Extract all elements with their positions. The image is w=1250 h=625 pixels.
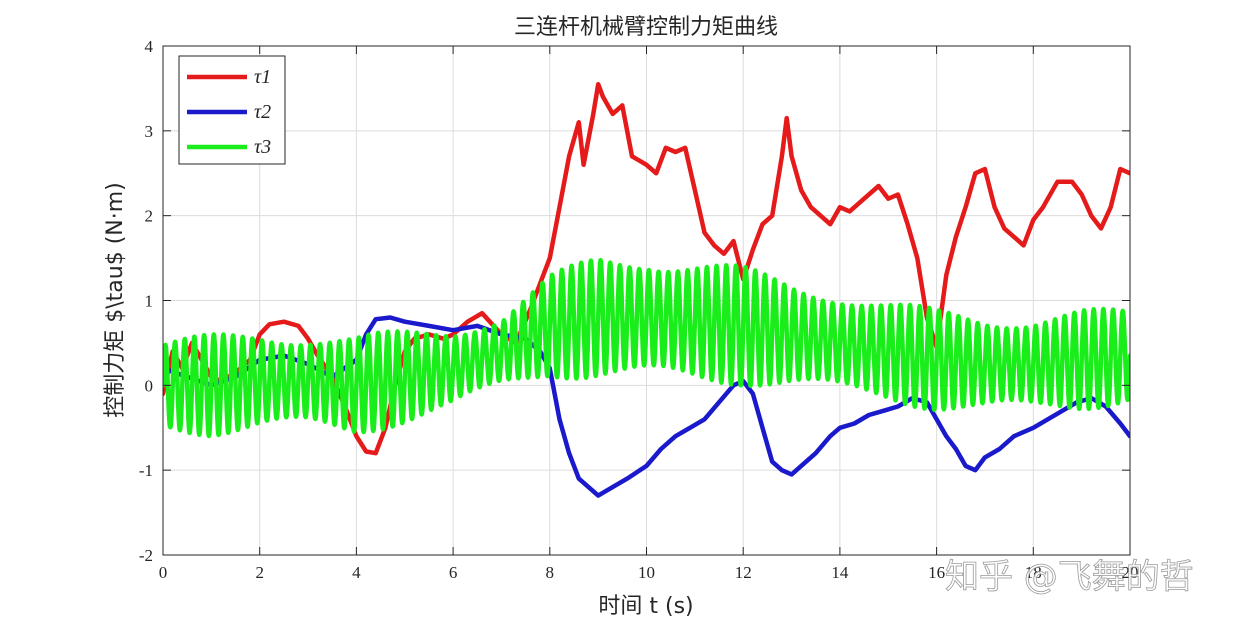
series-tau3-line	[163, 257, 1130, 439]
y-tick-label: 2	[145, 207, 154, 226]
legend-label-tau1: τ1	[254, 66, 271, 88]
y-tick-label: 1	[145, 292, 154, 311]
x-axis-label: 时间 t (s)	[598, 594, 693, 619]
y-tick-label: 0	[145, 376, 154, 395]
y-tick-label: 3	[145, 122, 154, 141]
watermark: 知乎 @飞舞的哲	[945, 557, 1194, 597]
legend: τ1 τ2 τ3	[178, 55, 286, 165]
series-tau1-line	[163, 81, 1130, 456]
x-tick-label: 20	[1122, 563, 1139, 582]
x-tick-label: 18	[1025, 563, 1042, 582]
legend-label-tau3: τ3	[254, 136, 271, 158]
x-tick-label: 14	[831, 563, 849, 582]
series-layer	[163, 81, 1130, 498]
y-tick-label: -2	[139, 546, 153, 565]
x-tick-label: 6	[449, 563, 458, 582]
y-tick-label: -1	[139, 461, 153, 480]
x-tick-label: 2	[255, 563, 264, 582]
legend-label-tau2: τ2	[254, 101, 271, 123]
y-tick-label: 4	[145, 37, 154, 56]
y-axis-label: 控制力矩 $\tau$ (N·m)	[103, 182, 128, 418]
x-tick-label: 12	[735, 563, 752, 582]
series-tau2-line	[163, 315, 1130, 498]
tick-marks	[162, 45, 1131, 556]
x-tick-label: 16	[928, 563, 945, 582]
x-tick-label: 8	[546, 563, 555, 582]
x-tick-label: 0	[159, 563, 168, 582]
x-tick-label: 4	[352, 563, 361, 582]
x-tick-label: 10	[638, 563, 655, 582]
chart-title: 三连杆机械臂控制力矩曲线	[514, 15, 778, 40]
